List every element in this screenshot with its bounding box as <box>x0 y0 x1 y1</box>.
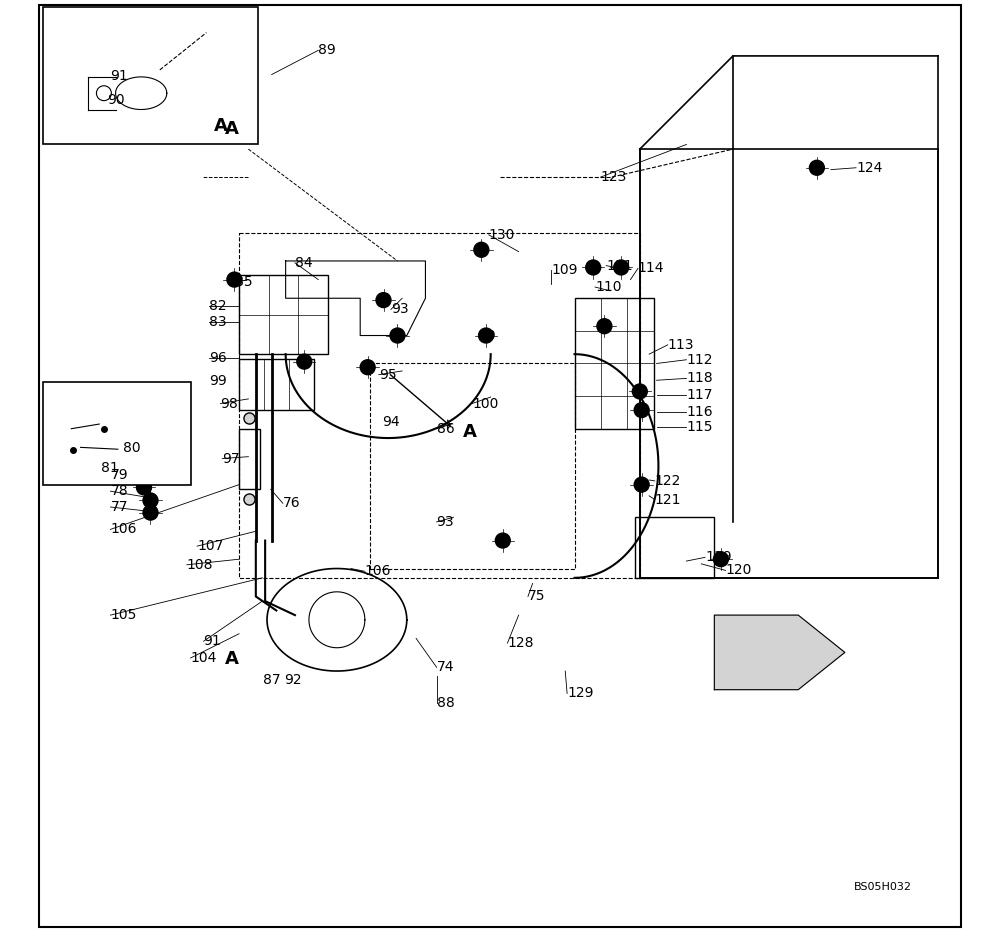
Text: 129: 129 <box>567 686 594 701</box>
Text: 74: 74 <box>437 660 454 675</box>
Circle shape <box>586 260 601 275</box>
Circle shape <box>390 328 405 343</box>
Text: 128: 128 <box>507 636 534 651</box>
Circle shape <box>809 160 824 175</box>
Circle shape <box>297 354 312 369</box>
Polygon shape <box>286 261 425 336</box>
Text: 82: 82 <box>209 298 227 313</box>
Polygon shape <box>714 615 845 690</box>
Text: 87: 87 <box>263 673 281 688</box>
Text: 95: 95 <box>379 367 396 382</box>
Text: 94: 94 <box>382 415 399 430</box>
Text: 96: 96 <box>209 350 227 365</box>
Circle shape <box>143 493 158 508</box>
Text: 93: 93 <box>391 302 409 317</box>
Text: 79: 79 <box>110 468 128 483</box>
Text: 112: 112 <box>686 352 713 367</box>
Text: 109: 109 <box>551 263 578 278</box>
Text: 115: 115 <box>686 419 713 434</box>
Text: A: A <box>225 650 239 668</box>
Text: A: A <box>213 116 227 135</box>
Text: 83: 83 <box>209 314 227 329</box>
Text: 116: 116 <box>686 404 713 419</box>
Text: 89: 89 <box>318 43 336 58</box>
Text: 100: 100 <box>472 396 498 411</box>
Text: 106: 106 <box>365 564 391 579</box>
Circle shape <box>634 403 649 418</box>
Text: 91: 91 <box>204 634 221 649</box>
Text: 98: 98 <box>220 396 238 411</box>
Text: 124: 124 <box>856 160 882 175</box>
Bar <box>370 363 575 569</box>
Bar <box>43 7 258 144</box>
Text: A: A <box>225 119 239 138</box>
Text: 97: 97 <box>222 451 240 466</box>
Bar <box>239 429 260 489</box>
Text: 117: 117 <box>686 388 713 403</box>
Text: 118: 118 <box>686 371 713 386</box>
Circle shape <box>597 319 612 334</box>
Circle shape <box>479 328 493 343</box>
Text: BS05H032: BS05H032 <box>854 883 912 892</box>
Bar <box>635 517 714 578</box>
Text: 90: 90 <box>107 92 124 107</box>
Circle shape <box>360 360 375 375</box>
Bar <box>239 275 328 354</box>
Text: 105: 105 <box>110 608 137 623</box>
Circle shape <box>713 552 728 567</box>
Circle shape <box>614 260 629 275</box>
Circle shape <box>143 505 158 520</box>
Text: 113: 113 <box>668 337 694 352</box>
Text: 108: 108 <box>187 557 213 572</box>
Text: 93: 93 <box>437 514 454 529</box>
Text: 99: 99 <box>478 328 495 343</box>
Bar <box>43 382 191 485</box>
Circle shape <box>227 272 242 287</box>
Text: 80: 80 <box>123 441 140 456</box>
Text: 99: 99 <box>209 374 227 389</box>
Text: 122: 122 <box>655 473 681 488</box>
Text: 121: 121 <box>655 492 681 507</box>
Circle shape <box>137 480 151 495</box>
Text: 88: 88 <box>437 695 454 710</box>
Text: 86: 86 <box>437 421 454 436</box>
Circle shape <box>474 242 489 257</box>
Text: 75: 75 <box>528 589 545 604</box>
Text: 123: 123 <box>601 170 627 185</box>
Circle shape <box>634 477 649 492</box>
Text: 104: 104 <box>191 651 217 665</box>
Text: A: A <box>463 423 477 442</box>
Text: 77: 77 <box>110 500 128 514</box>
Text: 81: 81 <box>101 460 119 475</box>
Text: 106: 106 <box>110 522 137 537</box>
Bar <box>239 359 314 410</box>
Text: 111: 111 <box>606 258 633 273</box>
Text: 92: 92 <box>284 673 301 688</box>
Text: 91: 91 <box>110 69 128 84</box>
Text: 110: 110 <box>595 280 622 295</box>
Text: 119: 119 <box>705 550 732 565</box>
Text: 76: 76 <box>283 496 300 511</box>
Text: 107: 107 <box>197 539 223 554</box>
Circle shape <box>632 384 647 399</box>
Text: 85: 85 <box>235 275 253 290</box>
Text: 120: 120 <box>726 563 752 578</box>
Circle shape <box>495 533 510 548</box>
Text: 84: 84 <box>295 255 313 270</box>
Text: 78: 78 <box>110 484 128 499</box>
Text: 130: 130 <box>489 227 515 242</box>
Text: 114: 114 <box>638 261 664 276</box>
Bar <box>575 298 654 429</box>
Circle shape <box>376 293 391 308</box>
